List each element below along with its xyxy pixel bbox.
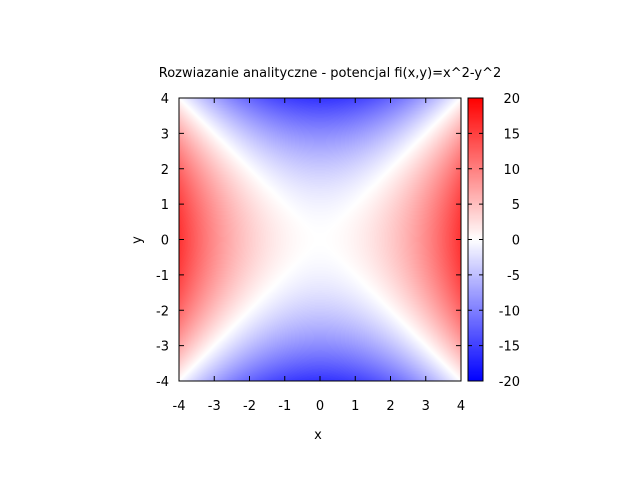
x-tick-label: -1 xyxy=(278,399,291,414)
y-tick-label: -1 xyxy=(156,269,169,284)
x-axis-label: x xyxy=(314,428,322,443)
colorbar-tick-label: 5 xyxy=(512,198,520,213)
colorbar-frame xyxy=(467,97,484,382)
y-tick-label: -2 xyxy=(156,304,169,319)
y-tick-label: -3 xyxy=(156,340,169,355)
y-tick-label: 4 xyxy=(161,92,169,107)
x-tick-label: 4 xyxy=(457,399,465,414)
x-tick-label: 3 xyxy=(422,399,430,414)
y-tick-label: 0 xyxy=(161,234,169,249)
plot-frame xyxy=(178,97,462,382)
y-tick-label: -4 xyxy=(156,375,169,390)
y-tick-label: 1 xyxy=(161,198,169,213)
y-tick-label: 2 xyxy=(161,163,169,178)
x-tick-label: -4 xyxy=(173,399,186,414)
x-tick-label: 0 xyxy=(316,399,324,414)
colorbar-tick-label: 20 xyxy=(503,92,520,107)
chart-title: Rozwiazanie analityczne - potencjal fi(x… xyxy=(159,66,502,81)
colorbar-tick-label: 10 xyxy=(503,163,520,178)
x-tick-label: 2 xyxy=(386,399,394,414)
colorbar-tick-label: 15 xyxy=(503,127,520,142)
y-axis-label: y xyxy=(130,236,145,244)
colorbar-tick-label: 0 xyxy=(512,234,520,249)
x-tick-label: 1 xyxy=(351,399,359,414)
axis-ticks: -4 -3 -2 -1 0 1 2 3 4-4-3-2-101234-20-15-10-5051… xyxy=(156,92,520,414)
y-tick-label: 3 xyxy=(161,127,169,142)
colorbar-tick-label: -10 xyxy=(499,304,520,319)
x-tick-label: -2 xyxy=(243,399,256,414)
colorbar-tick-label: -20 xyxy=(499,375,520,390)
colorbar-tick-label: -15 xyxy=(499,340,520,355)
colorbar-tick-label: -5 xyxy=(507,269,520,284)
heatmap-image xyxy=(179,98,461,381)
x-tick-label: -3 xyxy=(208,399,221,414)
